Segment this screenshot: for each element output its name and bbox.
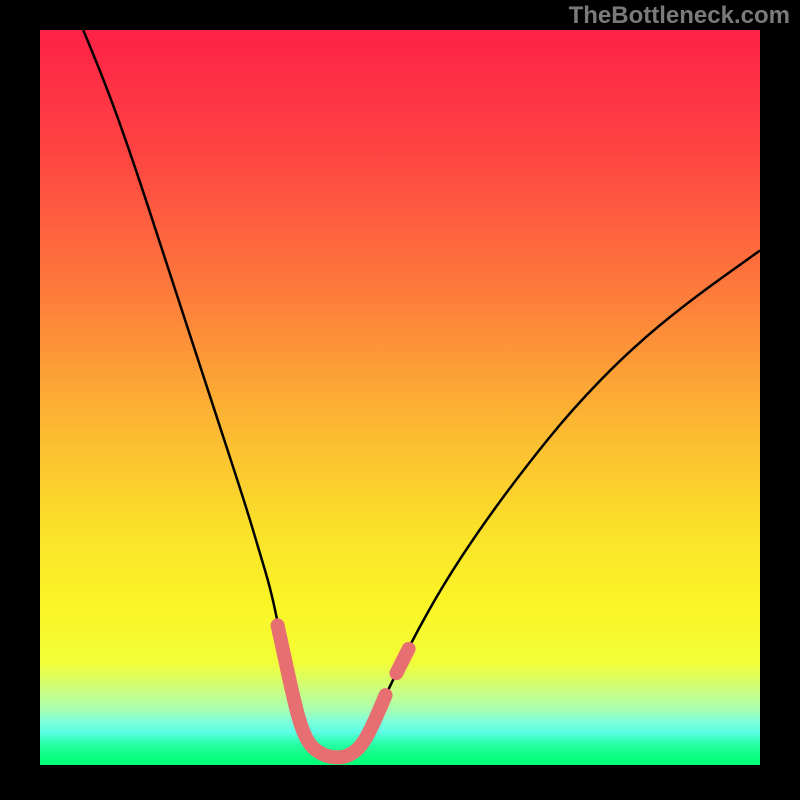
bottleneck-chart: [0, 0, 800, 800]
chart-frame: TheBottleneck.com: [0, 0, 800, 800]
watermark-text: TheBottleneck.com: [569, 2, 790, 30]
